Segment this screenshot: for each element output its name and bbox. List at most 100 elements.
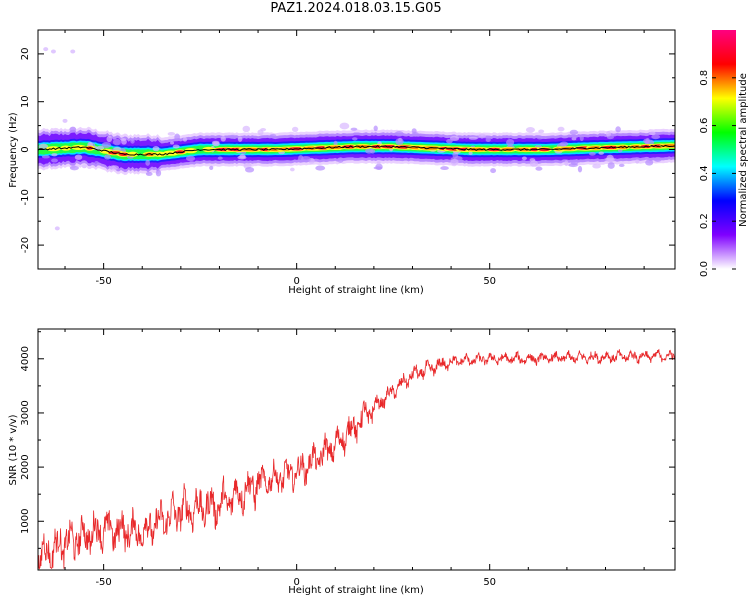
snr-ticks: -50 0 50 1000 2000 3000 4000 [20,329,675,588]
spectrogram-outlier [62,118,68,123]
spectrogram-ytick-label: 10 [20,95,31,108]
snr-ytick-label: 3000 [20,400,31,425]
spectrogram-panel: -50 0 50 -20 -10 0 10 20 Height of straight lin… [8,29,676,296]
spectrogram-speckle [217,156,223,160]
spectrogram-speckle [521,156,527,161]
colorbar-tick-label: 0.2 [699,213,710,229]
spectrogram-speckle [571,137,577,141]
spectrogram-speckle [440,166,449,171]
spectrogram-outlier [50,49,56,54]
spectrogram-speckle [529,158,536,162]
spectrogram-speckle [209,165,214,170]
spectrogram-speckle [339,122,350,130]
spectrogram-speckle [104,154,111,160]
spectrogram-speckle [69,165,79,171]
colorbar-tick-label: 0.6 [699,118,710,134]
spectrogram-speckle [606,154,614,162]
spectrogram-speckle [592,163,601,169]
spectrogram-xlabel: Height of straight line (km) [288,285,424,296]
spectrogram-ytick-label: -20 [20,237,31,253]
spectrogram-speckle [121,138,127,145]
spectrogram-speckle [167,131,176,136]
spectrogram-hotspot-halo [127,151,139,157]
spectrogram-outlier [70,49,76,54]
spectrogram-speckle [185,155,196,162]
spectrogram-speckle [130,138,135,144]
spectrogram-speckle [41,155,50,159]
spectrogram-speckle [373,125,378,132]
colorbar-label: Normalized spectral amplitude [738,73,749,227]
spectrogram-speckle [112,138,121,146]
spectrogram-center-line [38,144,675,156]
spectrogram-speckle [228,134,238,140]
spectrogram-speckle [468,151,473,156]
spectrogram-speckle [170,141,175,145]
spectrogram-speckle [257,129,264,136]
snr-xtick-label: -50 [95,577,111,588]
snr-ytick-label: 1000 [20,509,31,534]
spectrogram-speckle [245,166,255,173]
spectrogram-xtick-label: 0 [293,276,299,287]
spectrogram-outlier [43,47,49,52]
page-title: PAZ1.2024.018.03.15.G05 [270,1,442,16]
spectrogram-speckle [645,159,654,166]
spectrogram-speckle [490,168,497,174]
spectrogram-speckle [182,137,188,142]
snr-xtick-label: 0 [293,577,299,588]
spectrogram-speckle [598,151,604,155]
spectrogram-speckle [315,165,326,171]
spectrogram-speckle [51,153,58,157]
spectrogram-speckle [651,134,661,140]
spectrogram-speckle [538,129,545,134]
snr-ytick-label: 4000 [20,346,31,371]
spectrogram-speckle [525,127,535,133]
spectrogram-speckle [376,161,381,165]
spectrogram-speckle [352,137,358,141]
spectrogram-xtick-label: -50 [95,276,111,287]
spectrogram-speckle [468,136,478,140]
snr-xtick-label: 50 [483,577,496,588]
spectrogram-speckle [145,159,151,166]
spectrogram-speckle [101,142,112,149]
spectrogram-speckle [69,126,77,133]
spectrogram-speckle [645,137,650,145]
spectrogram-ticks: -50 0 50 -20 -10 0 10 20 [20,29,675,287]
spectrogram-ytick-label: -10 [20,189,31,205]
spectrogram-speckle [535,166,543,171]
colorbar-tick-label: 0.4 [699,165,710,181]
spectrogram-speckle [172,144,180,149]
snr-xlabel: Height of straight line (km) [288,585,424,596]
spectrogram-speckle [653,156,662,163]
snr-series-line [38,348,675,570]
spectrogram-speckle [239,154,246,159]
spectrogram-speckle [564,160,569,167]
spectrogram-speckle [155,169,162,177]
spectrogram-speckle [607,162,615,169]
spectrogram-speckle [536,135,544,140]
spectrogram-speckle [51,158,58,163]
spectrogram-speckle [291,126,299,132]
colorbar-gradient [712,30,736,269]
spectrogram-hotspot-halo [202,146,215,153]
spectrogram-speckle [506,138,515,146]
spectrogram-speckle [242,125,251,133]
spectrogram-speckle [446,138,453,144]
spectrogram-outlier [54,226,60,231]
spectrogram-speckle [94,161,99,166]
spectrogram-speckle [605,131,612,137]
spectrogram-speckle [411,132,420,137]
spectrogram-speckle [365,147,374,154]
spectrogram-speckle [618,163,625,168]
spectrogram-speckle [373,166,383,170]
spectrogram-speckle [269,133,277,138]
snr-panel: -50 0 50 1000 2000 3000 4000 Height of straigh… [8,328,676,596]
colorbar-tick-label: 0.0 [699,261,710,277]
spectrogram-ytick-label: 20 [20,48,31,61]
spectrogram-speckle [211,140,220,145]
spectrogram-speckle [394,131,404,137]
snr-ylabel: SNR (10 * v/v) [8,414,19,485]
spectrogram-speckle [152,146,160,152]
spectrogram-ylabel: Frequency (Hz) [8,112,19,188]
snr-frame [37,328,676,571]
